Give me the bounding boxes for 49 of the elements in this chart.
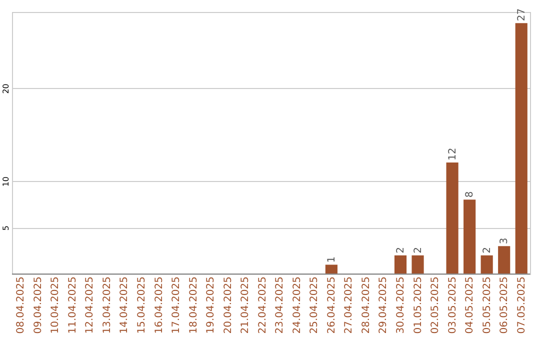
data-label: 1 bbox=[326, 256, 338, 263]
data-label: 2 bbox=[482, 247, 493, 254]
data-label: 2 bbox=[396, 247, 406, 254]
y-tick-label: 5 bbox=[2, 226, 10, 231]
x-tick-label: 11.04.2025 bbox=[67, 276, 78, 334]
bar bbox=[325, 264, 338, 274]
x-tick-label: 18.04.2025 bbox=[188, 276, 200, 334]
data-label: 12 bbox=[447, 148, 458, 161]
bar bbox=[446, 162, 458, 274]
x-tick-label: 29.04.2025 bbox=[378, 276, 390, 334]
x-tick-label: 15.04.2025 bbox=[136, 276, 148, 334]
bar bbox=[464, 200, 476, 274]
bar bbox=[394, 255, 407, 274]
x-tick-label: 17.04.2025 bbox=[171, 276, 182, 334]
x-tick-label: 01.05.2025 bbox=[412, 276, 424, 334]
x-tick-label: 10.04.2025 bbox=[50, 276, 62, 334]
data-label: 8 bbox=[464, 191, 476, 198]
x-tick-label: 20.04.2025 bbox=[222, 276, 234, 334]
x-tick-label: 02.05.2025 bbox=[430, 276, 442, 334]
x-tick-label: 16.04.2025 bbox=[154, 276, 165, 334]
x-tick-label: 23.04.2025 bbox=[274, 276, 286, 334]
bar bbox=[480, 255, 493, 274]
bar bbox=[498, 246, 510, 274]
x-tick-label: 07.05.2025 bbox=[516, 276, 528, 334]
x-tick-label: 24.04.2025 bbox=[292, 276, 303, 334]
bar bbox=[412, 255, 424, 274]
data-label: 3 bbox=[499, 238, 510, 244]
y-tick-label: 10 bbox=[2, 176, 10, 187]
x-tick-label: 25.04.2025 bbox=[309, 276, 320, 334]
x-tick-label: 28.04.2025 bbox=[360, 276, 372, 334]
x-tick-label: 27.04.2025 bbox=[344, 276, 355, 334]
data-label: 27 bbox=[516, 8, 528, 22]
x-tick-label: 26.04.2025 bbox=[326, 276, 338, 334]
x-tick-label: 13.04.2025 bbox=[102, 276, 113, 334]
y-tick-label: 20 bbox=[2, 84, 10, 94]
x-tick-label: 09.04.2025 bbox=[32, 276, 44, 334]
x-tick-label: 22.04.2025 bbox=[257, 276, 268, 334]
x-tick-label: 05.05.2025 bbox=[482, 276, 493, 334]
x-tick-label: 12.04.2025 bbox=[84, 276, 96, 334]
x-tick-label: 03.05.2025 bbox=[447, 276, 458, 334]
x-tick-label: 08.04.2025 bbox=[16, 276, 27, 334]
bar bbox=[515, 23, 528, 274]
x-tick-label: 30.04.2025 bbox=[396, 276, 406, 334]
x-tick-label: 19.04.2025 bbox=[206, 276, 217, 334]
x-tick-label: 14.04.2025 bbox=[119, 276, 130, 334]
data-label: 2 bbox=[412, 247, 424, 254]
x-tick-label: 06.05.2025 bbox=[499, 276, 510, 334]
x-tick-label: 04.05.2025 bbox=[464, 276, 476, 334]
x-tick-label: 21.04.2025 bbox=[240, 276, 252, 334]
